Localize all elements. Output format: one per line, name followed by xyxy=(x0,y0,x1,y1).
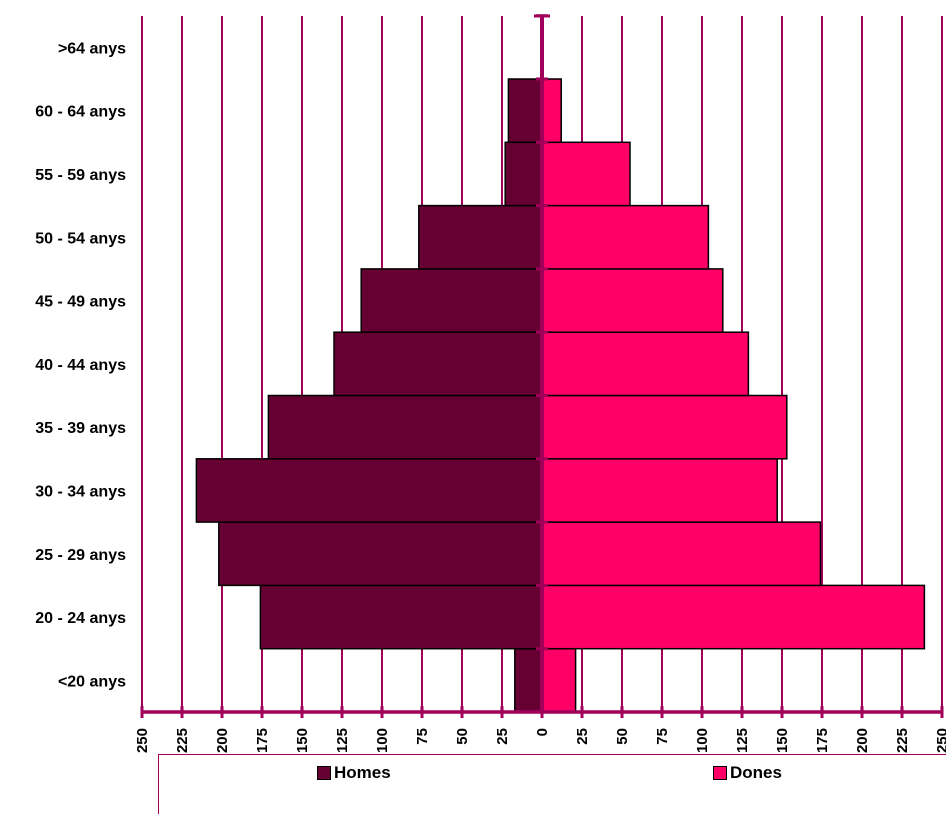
x-tick-label: 175 xyxy=(254,728,271,753)
category-label: 60 - 64 anys xyxy=(35,104,126,121)
x-tick-label: 200 xyxy=(214,728,231,753)
bar-dones-2 xyxy=(541,521,822,587)
bar-dones-1 xyxy=(541,584,926,650)
category-label: 45 - 49 anys xyxy=(35,294,126,311)
bar-homes-0 xyxy=(514,647,543,713)
bar-homes-6 xyxy=(360,268,543,333)
category-label: >64 anys xyxy=(58,40,126,57)
x-tick-label: 25 xyxy=(494,728,511,745)
category-label: 50 - 54 anys xyxy=(35,230,126,247)
bar-dones-3 xyxy=(541,458,778,523)
bar-dones-7 xyxy=(541,204,710,270)
category-label: 25 - 29 anys xyxy=(35,547,126,564)
category-label: 40 - 44 anys xyxy=(35,357,126,374)
bars xyxy=(195,78,926,713)
x-tick-label: 225 xyxy=(894,728,911,753)
bar-dones-4 xyxy=(541,394,788,460)
bar-homes-4 xyxy=(267,394,543,460)
x-tick-label: 125 xyxy=(334,728,351,753)
bar-homes-9 xyxy=(507,78,543,144)
x-tick-label: 100 xyxy=(374,728,391,753)
bar-dones-9 xyxy=(541,78,562,144)
x-tick-label: 100 xyxy=(694,728,711,753)
legend-item-dones: Dones xyxy=(713,763,782,783)
legend-swatch-homes xyxy=(317,766,331,780)
category-label: <20 anys xyxy=(58,673,126,690)
axes xyxy=(140,14,944,718)
bar-homes-1 xyxy=(259,584,543,650)
legend-label-homes: Homes xyxy=(334,763,391,782)
legend-label-dones: Dones xyxy=(730,763,782,782)
bar-homes-7 xyxy=(418,204,543,270)
bar-dones-5 xyxy=(541,331,750,397)
x-tick-label: 25 xyxy=(574,728,591,745)
legend: Homes Dones xyxy=(158,754,946,814)
bar-homes-8 xyxy=(504,141,543,207)
x-tick-label: 250 xyxy=(934,728,946,753)
x-tick-label: 225 xyxy=(174,728,191,753)
category-labels: <20 anys 20 - 24 anys 25 - 29 anys 30 - 34 … xyxy=(35,40,126,690)
category-label: 55 - 59 anys xyxy=(35,167,126,184)
bar-homes-5 xyxy=(333,331,543,397)
x-tick-label: 75 xyxy=(654,728,671,745)
x-tick-label: 150 xyxy=(294,728,311,753)
bar-dones-6 xyxy=(541,268,724,333)
x-tick-label: 50 xyxy=(614,728,631,745)
bar-dones-0 xyxy=(541,647,577,713)
x-tick-label: 75 xyxy=(414,728,431,745)
x-tick-label: 150 xyxy=(774,728,791,753)
legend-swatch-dones xyxy=(713,766,727,780)
legend-item-homes: Homes xyxy=(317,763,391,783)
x-tick-label: 125 xyxy=(734,728,751,753)
x-tick-label: 50 xyxy=(454,728,471,745)
category-label: 35 - 39 anys xyxy=(35,420,126,437)
bar-homes-2 xyxy=(218,521,543,587)
tick-labels: 250 225 200 175 150 125 100 75 50 25 0 25 50 75 100 125… xyxy=(134,728,946,753)
category-label: 30 - 34 anys xyxy=(35,483,126,500)
category-label: 20 - 24 anys xyxy=(35,610,126,627)
x-tick-label: 175 xyxy=(814,728,831,753)
x-tick-label: 250 xyxy=(134,728,151,753)
x-tick-label: 0 xyxy=(534,728,551,736)
bar-dones-8 xyxy=(541,141,631,207)
x-tick-label: 200 xyxy=(854,728,871,753)
bar-homes-3 xyxy=(195,458,543,523)
